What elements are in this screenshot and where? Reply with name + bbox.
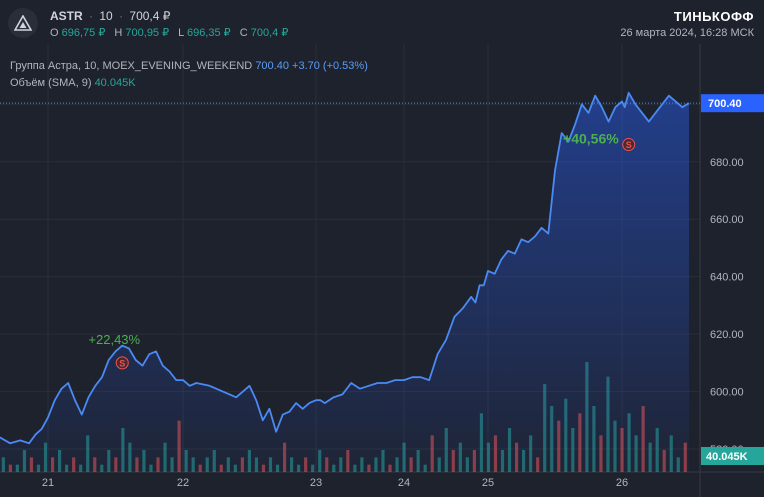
volume-badge [701,447,764,465]
volume-legend-value: 40.045K [94,77,136,89]
y-tick-label: 620.00 [710,329,744,341]
price-line [0,91,690,445]
x-tick-label: 25 [482,477,494,489]
x-tick-label: 23 [310,477,322,489]
y-tick-label: 640.00 [710,272,744,284]
x-tick-label: 26 [616,477,628,489]
interval-label: 10 [99,9,113,23]
signal-marker-label: S [626,140,632,150]
header-bar: ASTR · 10 · 700,4 ₽ O 696,75 ₽ H 700,95 … [0,0,764,44]
x-tick-label: 21 [42,477,54,489]
brand-logo-text: ТИНЬКОФФ [673,9,754,24]
volume-badge-label: 40.045K [706,451,748,463]
x-tick-label: 22 [177,477,189,489]
signal-marker [115,356,129,370]
ohlc-open-key: O [50,27,59,39]
symbol-legend-change: +3.70 (+0.53%) [292,60,368,72]
symbol-legend-title: Группа Астра, 10, MOEX_EVENING_WEEKEND [10,60,253,72]
symbol-legend[interactable]: Группа Астра, 10, MOEX_EVENING_WEEKEND 7… [10,60,368,72]
percent-annotation: +22,43% [88,332,140,347]
ohlc-open-value: 696,75 ₽ [61,27,106,39]
logo-icon [8,8,38,38]
ohlc-close-value: 700,4 ₽ [250,27,289,39]
x-tick-label: 24 [398,477,410,489]
symbol-legend-last: 700.40 [255,60,289,72]
price-label: 700,4 ₽ [129,9,171,23]
y-tick-label: 680.00 [710,157,744,169]
ticker-symbol: ASTR [50,9,83,23]
ohlc-high-key: H [114,27,123,39]
volume-legend-title: Объём (SMA, 9) [10,77,92,89]
last-price-badge [701,94,764,113]
ohlc-low-key: L [178,27,184,39]
signal-marker-label: S [119,358,125,368]
percent-annotation: +40,56% [563,131,619,147]
volume-legend[interactable]: Объём (SMA, 9) 40.045K [10,77,136,89]
ohlc-close-key: C [239,27,248,39]
ohlc-line: O 696,75 ₽ H 700,95 ₽ L 696,35 ₽ C 700,4… [50,26,294,39]
ohlc-low-value: 696,35 ₽ [186,27,231,39]
y-tick-label: 600.00 [710,387,744,399]
price-area-fill [0,92,689,472]
y-tick-label: 660.00 [710,214,744,226]
ticker-line[interactable]: ASTR · 10 · 700,4 ₽ [50,9,171,23]
last-price-label: 700.40 [708,98,742,110]
datetime-label: 26 марта 2024, 16:28 МСК [620,27,754,39]
signal-marker [622,138,636,152]
ohlc-high-value: 700,95 ₽ [125,27,170,39]
